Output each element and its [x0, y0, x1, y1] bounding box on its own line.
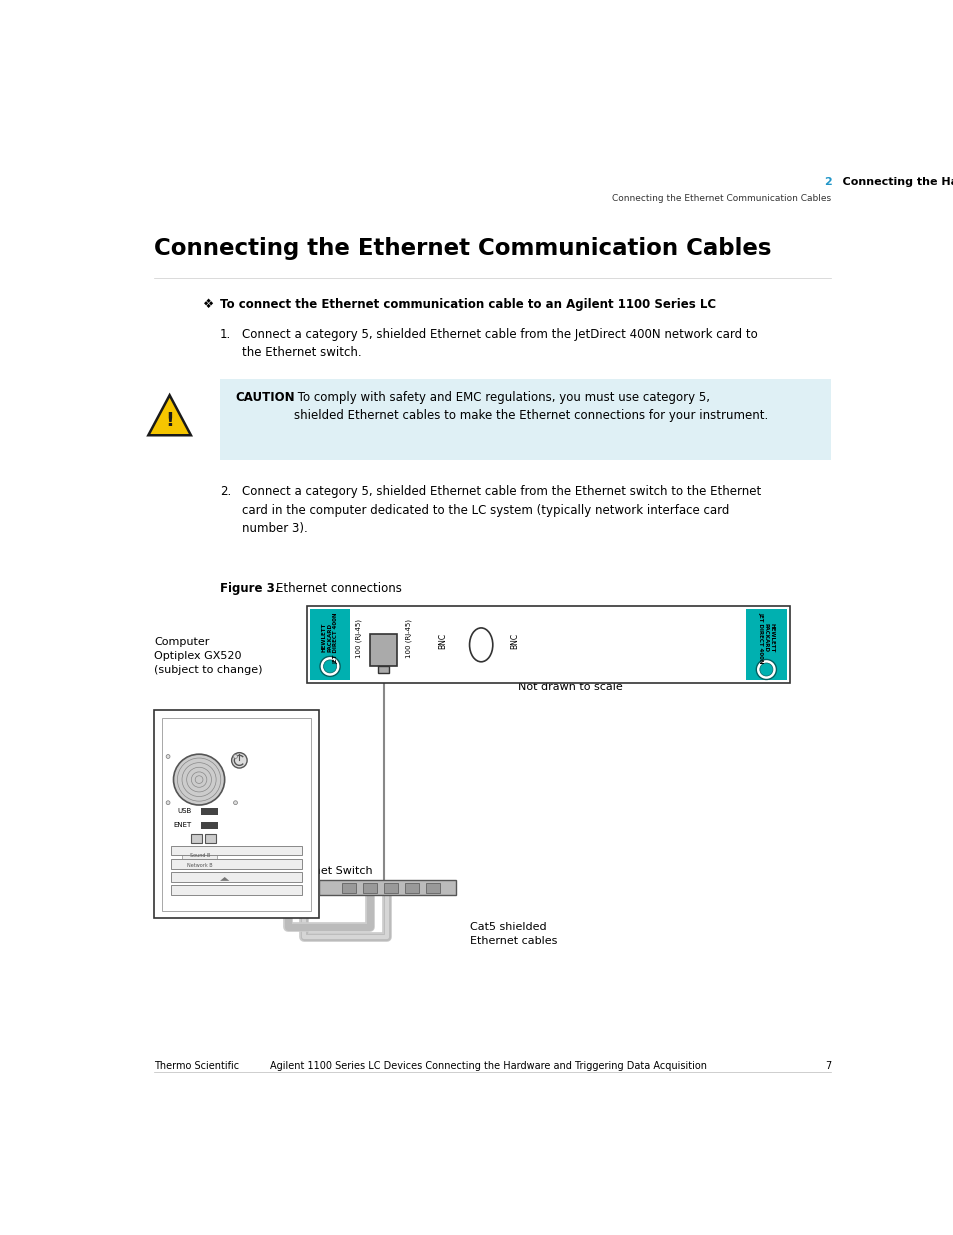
- Text: ENET: ENET: [172, 823, 192, 827]
- FancyBboxPatch shape: [363, 883, 377, 893]
- Bar: [182, 852, 216, 858]
- Bar: [171, 885, 302, 894]
- Text: Connecting the Ethernet Communication Cables: Connecting the Ethernet Communication Ca…: [154, 237, 771, 259]
- Bar: [171, 860, 302, 868]
- FancyBboxPatch shape: [405, 883, 418, 893]
- Bar: [154, 710, 319, 918]
- Circle shape: [233, 800, 237, 805]
- FancyBboxPatch shape: [426, 883, 439, 893]
- Text: Connect a category 5, shielded Ethernet cable from the JetDirect 400N network ca: Connect a category 5, shielded Ethernet …: [241, 327, 757, 359]
- Bar: [200, 823, 217, 829]
- FancyBboxPatch shape: [342, 883, 356, 893]
- Circle shape: [173, 755, 224, 805]
- FancyBboxPatch shape: [384, 883, 397, 893]
- Bar: [162, 718, 311, 910]
- Ellipse shape: [469, 627, 493, 662]
- Circle shape: [319, 656, 340, 677]
- Text: 100 (RJ-45): 100 (RJ-45): [355, 619, 361, 658]
- Text: !: !: [165, 411, 173, 430]
- Text: Network B: Network B: [187, 863, 213, 868]
- Text: BNC: BNC: [437, 634, 446, 650]
- Bar: [370, 634, 397, 667]
- Text: 100 (RJ-45): 100 (RJ-45): [405, 619, 412, 658]
- Bar: [319, 879, 456, 895]
- Circle shape: [759, 663, 772, 676]
- Bar: [220, 379, 831, 461]
- Bar: [200, 808, 217, 815]
- Bar: [182, 862, 216, 869]
- Circle shape: [166, 755, 170, 758]
- Text: Connecting the Ethernet Communication Cables: Connecting the Ethernet Communication Ca…: [612, 194, 831, 204]
- Text: ❖: ❖: [203, 299, 214, 311]
- Text: Cat5 shielded
Ethernet cables: Cat5 shielded Ethernet cables: [470, 923, 558, 946]
- Bar: [205, 835, 216, 842]
- Text: Connecting the Hardware: Connecting the Hardware: [831, 178, 953, 188]
- Circle shape: [323, 659, 336, 673]
- Text: BNC: BNC: [510, 634, 518, 650]
- Text: Agilent 1100 Series LC Devices Connecting the Hardware and Triggering Data Acqui: Agilent 1100 Series LC Devices Connectin…: [270, 1061, 707, 1071]
- Polygon shape: [220, 877, 229, 881]
- Text: 2: 2: [822, 178, 831, 188]
- Text: Computer
Optiplex GX520
(subject to change): Computer Optiplex GX520 (subject to chan…: [154, 637, 262, 676]
- Bar: [378, 667, 389, 673]
- Bar: [310, 609, 350, 680]
- Text: Thermo Scientific: Thermo Scientific: [154, 1061, 239, 1071]
- Text: JetDirect 400N card
(installed in one of
the Agilent modules): JetDirect 400N card (installed in one of…: [517, 637, 635, 676]
- Text: Not drawn to scale: Not drawn to scale: [517, 682, 622, 692]
- Bar: [171, 872, 302, 882]
- Bar: [307, 606, 789, 683]
- Text: 2.: 2.: [220, 485, 231, 499]
- Text: To connect the Ethernet communication cable to an Agilent 1100 Series LC: To connect the Ethernet communication ca…: [220, 299, 716, 311]
- Text: HEWLETT
PACKARD
JET DIRECT 400N: HEWLETT PACKARD JET DIRECT 400N: [758, 613, 774, 663]
- Polygon shape: [148, 395, 191, 435]
- Text: HEWLETT
PACKARD
JET DIRECT 400N: HEWLETT PACKARD JET DIRECT 400N: [321, 613, 338, 663]
- Text: CAUTION: CAUTION: [235, 390, 294, 404]
- Text: USB: USB: [177, 808, 192, 814]
- Text: Connect a category 5, shielded Ethernet cable from the Ethernet switch to the Et: Connect a category 5, shielded Ethernet …: [241, 485, 760, 536]
- Bar: [171, 846, 302, 856]
- Circle shape: [166, 800, 170, 805]
- Text: Sound B: Sound B: [190, 853, 210, 858]
- Circle shape: [232, 752, 247, 768]
- Bar: [745, 609, 785, 680]
- Bar: [192, 835, 202, 842]
- Text: Figure 3.: Figure 3.: [220, 582, 279, 595]
- Text: 1.: 1.: [220, 327, 231, 341]
- Text: Ethernet connections: Ethernet connections: [275, 582, 401, 595]
- Circle shape: [756, 659, 776, 679]
- Text: To comply with safety and EMC regulations, you must use category 5,
shielded Eth: To comply with safety and EMC regulation…: [294, 390, 768, 422]
- Circle shape: [233, 755, 237, 758]
- Text: 7: 7: [824, 1061, 831, 1071]
- Text: Ethernet Switch: Ethernet Switch: [283, 866, 372, 876]
